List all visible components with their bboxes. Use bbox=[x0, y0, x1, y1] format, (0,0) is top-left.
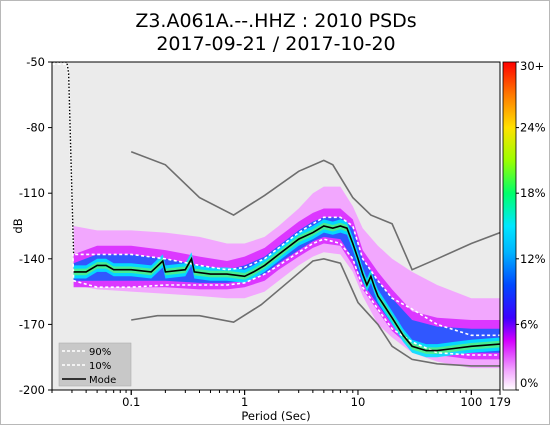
x-tick-label: 10 bbox=[351, 395, 366, 409]
colorbar-tick-label: 18% bbox=[520, 186, 546, 200]
series-line-mode bbox=[73, 225, 500, 352]
chart-title: Z3.A061A.--.HHZ : 2010 PSDs bbox=[135, 10, 416, 32]
y-tick-label: -200 bbox=[19, 383, 45, 397]
colorbar: 30+ 24% 18% 12% 6% 0% bbox=[502, 59, 546, 391]
series-line-90-cutoff bbox=[52, 62, 75, 255]
legend-label-mode: Mode bbox=[89, 375, 116, 386]
series-line-90 bbox=[52, 62, 500, 337]
percentile-lines-layer bbox=[52, 62, 500, 367]
legend-label-10: 10% bbox=[89, 361, 111, 372]
colorbar-tick-label: 0% bbox=[520, 376, 538, 390]
colorbar-tick-label: 6% bbox=[520, 317, 538, 331]
y-tick-label: -170 bbox=[19, 317, 45, 331]
colorbar-gradient bbox=[502, 61, 517, 391]
x-tick-label: 0.1 bbox=[122, 395, 140, 409]
colorbar-tick-label: 30+ bbox=[520, 59, 544, 73]
x-axis-label: Period (Sec) bbox=[241, 409, 310, 423]
y-axis-label: dB bbox=[11, 218, 25, 233]
y-tick-label: -80 bbox=[26, 121, 45, 135]
colorbar-tick-label: 12% bbox=[520, 252, 546, 266]
y-tick-label: -140 bbox=[19, 252, 45, 266]
series-line-10 bbox=[52, 63, 500, 356]
series-line-nhnm bbox=[131, 257, 500, 367]
chart-subtitle: 2017-09-21 / 2017-10-20 bbox=[156, 33, 395, 55]
series-line-nlnm bbox=[130, 150, 500, 271]
plot-frame bbox=[51, 61, 501, 391]
x-tick-label: 179 bbox=[489, 395, 511, 409]
y-tick-label: -50 bbox=[26, 55, 45, 69]
x-tick-label: 1 bbox=[241, 395, 248, 409]
legend: 90% 10% Mode bbox=[58, 342, 132, 387]
x-tick-label: 100 bbox=[460, 395, 482, 409]
colorbar-labels: 30+ 24% 18% 12% 6% 0% bbox=[516, 59, 546, 391]
axes-layer: -50 -80 -110 -140 -170 -200 0.1 1 10 100 179 bbox=[19, 55, 511, 409]
y-tick-label: -110 bbox=[19, 186, 45, 200]
colorbar-tick-label: 24% bbox=[520, 121, 546, 135]
legend-label-90: 90% bbox=[89, 347, 111, 358]
